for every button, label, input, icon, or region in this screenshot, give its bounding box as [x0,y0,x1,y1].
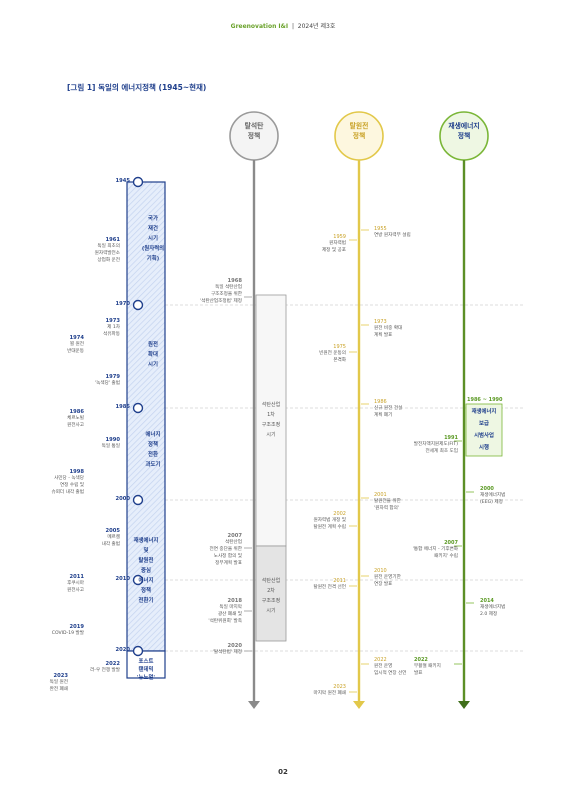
nuclear-event: 1973 원전 비중 확대 계획 발표 [374,319,403,338]
main-timeline-bar [126,181,166,652]
period-reconstruction: 국가 재건 시기 (원자력의 기획) [141,216,165,262]
renewable-box-label: 재생에너지 보급 시범사업 시행 [471,409,497,451]
timeline-year-2020: 2020 [115,647,130,653]
renewable-event: 2000 재생에너지법 (EEG) 제정 [480,486,506,505]
nuclear-event: 1986 신규 원전 건설 계획 폐기 [374,399,403,418]
renewable-policy-label: 재생에너지 정책 [448,122,480,140]
timeline-year-1970: 1970 [115,301,130,307]
nuclear-event: 2011 탈원전 전격 선언 [313,578,346,590]
period-post-pandemic: 포스트 탠데믹 '뉴노멀' [136,659,156,681]
coal-box-1 [255,294,287,547]
nuclear-event: 1975 빈원전 운동의 본격화 [319,344,346,363]
coal-event: 2020 '탈석탄법' 제정 [212,643,242,655]
period-nuclear-expansion: 원전 확대 시기 [148,342,158,368]
nuclear-event: 2022 원전 운영 임시적 연장 선언 [374,657,407,676]
header-issue: 2024년 제3호 [297,23,336,30]
left-event: 2005 메르켈 내각 출범 [101,528,120,547]
period-transition: 에너지 정책 전환 과도기 [145,432,161,468]
header-brand: Greenovation I&I [230,23,289,30]
left-event: 1979 '녹색당' 출범 [94,374,120,386]
period-energiewende: 재생에너지 및 탈원전 중심 에너지 정책 전환기 [133,538,159,604]
timeline-markers [132,176,144,657]
left-event: 1990 독일 통일 [101,437,120,449]
coal-policy-label: 탈석탄 정책 [244,122,264,140]
nuclear-event: 1959 원자력법 제정 및 공포 [321,234,346,253]
coal-box-2 [255,545,287,642]
left-event: 2022 러-우 전쟁 발발 [90,661,120,673]
figure-title: [그림 1] 독일의 에너지정책 (1945~현재) [67,83,207,92]
renewable-event: 1991 발전차액지원제도(FIT) 전세계 최초 도입 [413,435,458,454]
left-event: 2019 COVID-19 발발 [51,624,84,636]
coal-box-1-label: 석탄산업 1차 구조조정 시기 [261,402,281,438]
page-header: Greenovation I&I | 2024년 제3호 [230,23,336,30]
renewable-event: 2007 '통합 에너지 - 기후변화 패키지' 수립 [412,540,458,559]
nuclear-event: 2002 원자력법 개정 및 탈원전 계획 수립 [313,511,346,530]
left-event: 1986 체르노빌 원전사고 [67,409,84,428]
timeline-year-1985: 1985 [115,404,130,410]
coal-box-2-label: 석탄산업 2차 구조조정 시기 [261,578,281,614]
nuclear-event: 2010 원전 운영기한 연장 발표 [374,568,401,587]
timeline-year-1945: 1945 [115,178,130,184]
page-number: 02 [278,768,288,776]
nuclear-event: 2023 마지막 원전 폐쇄 [313,684,346,696]
renewable-event: 2014 재생에너지법 2.0 제정 [480,598,506,617]
coal-event: 1968 독일 석탄산업 구조조정을 위한 '석탄산업조정법' 제정 [199,278,242,304]
left-event: 2011 후쿠시마 원전사고 [67,574,84,593]
coal-event: 2007 석탄산업 전면 중단을 위한 노사정 합의 및 정부계획 발표 [209,533,242,566]
era-divider-lines [150,304,525,652]
left-event: 1961 독일 최초의 원자력발전소 상업화 운전 [94,237,120,263]
nuclear-event: 2001 탈원전을 위한 '원자력 합의' [374,492,401,511]
timeline-year-2000: 2000 [115,496,130,502]
nuclear-policy-label: 탈원전 정책 [349,122,369,140]
renewable-event: 1986 ~ 1990 [467,397,503,403]
coal-event: 2018 독일 마지막 광산 폐쇄 및 '석탄위원회' 발족 [208,598,242,624]
renewable-event: 2022 부활절 패키지 발표 [414,657,441,676]
left-event: 1974 뵐 원전 반대운동 [67,335,84,354]
left-event: 1998 사민당 - 녹색당 연정 수립 및 슈뢰더 내각 출범 [51,469,84,495]
left-event: 1973 제 1차 석유파동 [103,318,120,337]
renewable-box [465,403,503,457]
nuclear-event: 1955 연방 원자력부 설립 [374,226,411,238]
left-event: 2023 독일 원전 완전 폐쇄 [49,673,68,692]
timeline-year-2010: 2010 [115,576,130,582]
